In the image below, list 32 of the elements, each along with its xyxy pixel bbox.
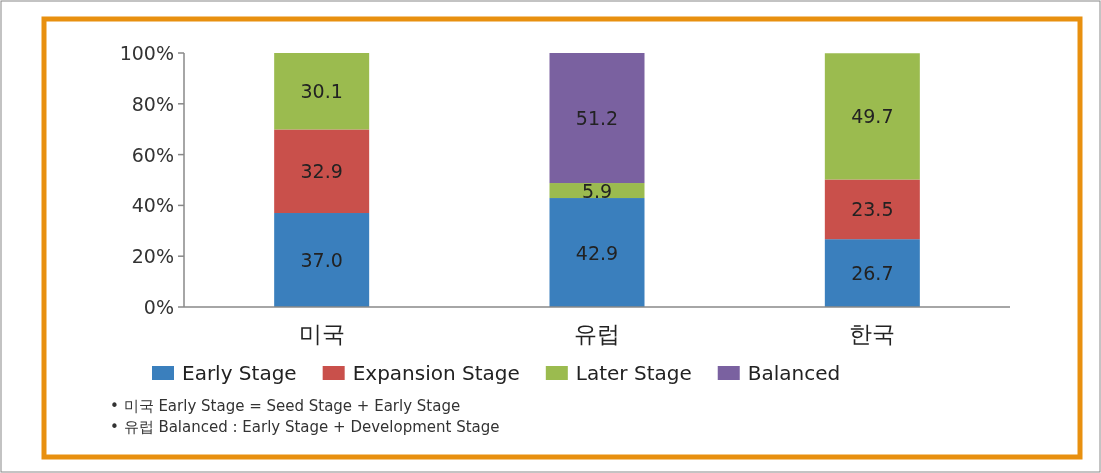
- bar: [549, 53, 645, 184]
- data-label: 30.1: [300, 80, 343, 103]
- legend-label: Balanced: [747, 361, 841, 385]
- y-tick-label: 100%: [119, 42, 174, 64]
- y-tick-label: 0%: [143, 296, 174, 318]
- y-tick-label: 80%: [131, 92, 174, 115]
- y-tick-label: 40%: [131, 194, 174, 217]
- data-label: 37.0: [300, 249, 343, 272]
- legend-label: Expansion Stage: [352, 361, 520, 385]
- x-tick-label: 유럽: [574, 321, 620, 347]
- bar: [274, 129, 370, 214]
- bar: [824, 53, 920, 180]
- x-tick-label: 한국: [849, 321, 896, 347]
- bar: [274, 53, 370, 130]
- bar: [824, 179, 920, 240]
- y-tick-label: 60%: [131, 143, 174, 166]
- data-label: 26.7: [851, 262, 894, 285]
- data-label: 49.7: [851, 105, 894, 128]
- text: • 유럽 Balanced : Early Stage + Development Stage: [110, 418, 500, 436]
- bar: [824, 239, 920, 307]
- data-label: 5.9: [581, 179, 613, 202]
- x-tick-label: 미국: [298, 321, 345, 347]
- text: • 미국 Early Stage = Seed Stage + Early Stage: [110, 397, 461, 415]
- data-label: 51.2: [575, 107, 619, 130]
- legend-label: Early Stage: [182, 361, 297, 385]
- legend-label: Later Stage: [575, 361, 692, 385]
- data-label: 42.9: [575, 241, 619, 264]
- bar: [274, 213, 370, 307]
- bar: [549, 198, 645, 307]
- data-label: 32.9: [300, 160, 343, 183]
- y-tick-label: 20%: [131, 245, 174, 268]
- data-label: 23.5: [851, 198, 894, 221]
